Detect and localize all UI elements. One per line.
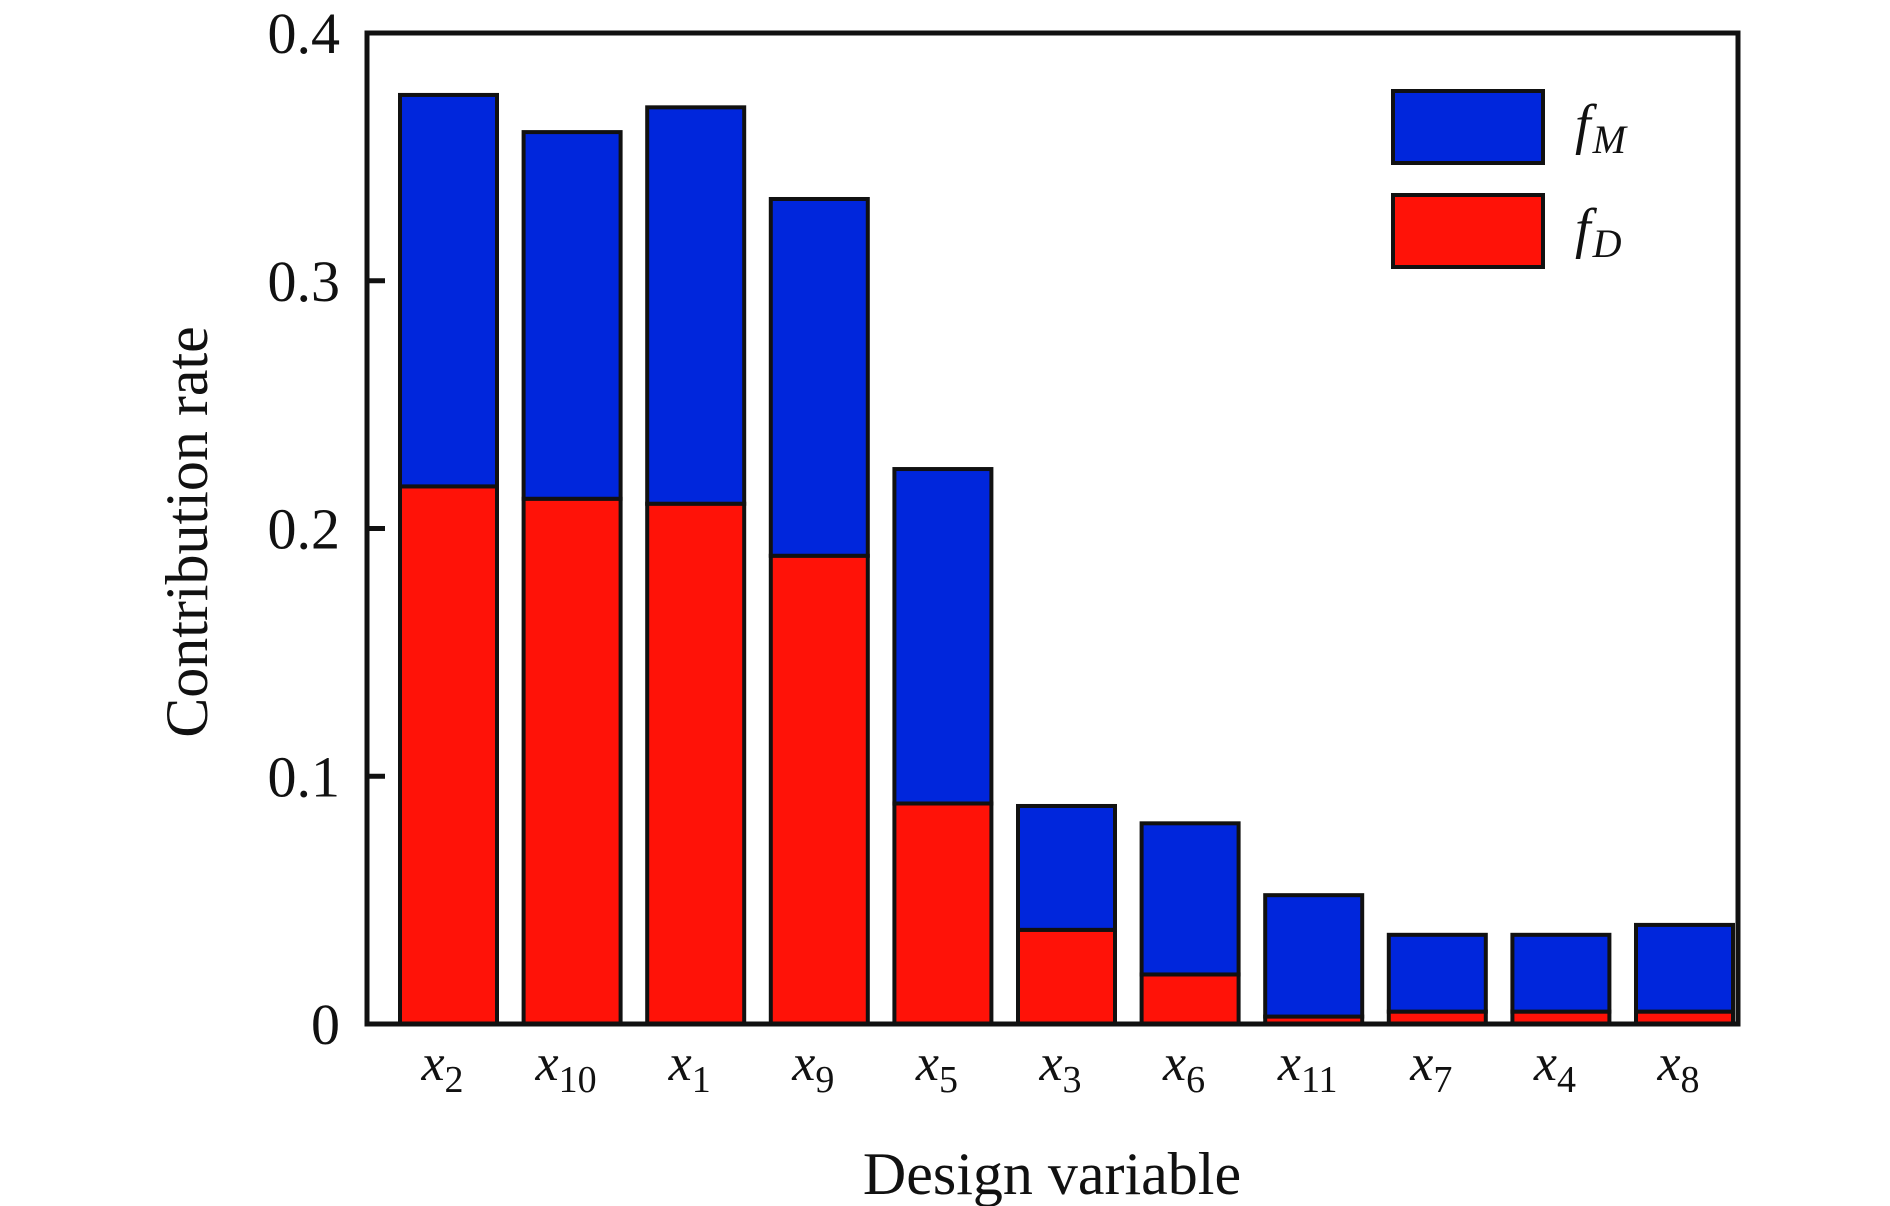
x-tick-label-subscript: 10 [559, 1059, 597, 1101]
x-tick-label-subscript: 6 [1186, 1059, 1205, 1101]
x-tick-label-base: x [1277, 1035, 1301, 1092]
x-tick-label: x6 [1162, 1035, 1205, 1101]
bar-fD-x1 [645, 501, 747, 1027]
bar-fD-x2 [398, 484, 499, 1026]
bar-fM-x10 [521, 130, 623, 501]
x-tick-label-base: x [668, 1035, 692, 1092]
x-tick-label-subscript: 9 [815, 1059, 834, 1101]
x-tick-label-subscript: 2 [445, 1059, 464, 1101]
x-tick-label-subscript: 1 [692, 1059, 711, 1101]
x-tick-label-base: x [1162, 1035, 1186, 1092]
x-tick-label: x4 [1533, 1035, 1576, 1101]
bar-fM-x8 [1634, 922, 1735, 1014]
x-tick-label-subscript: 8 [1681, 1059, 1700, 1101]
bar-fM-x3 [1016, 803, 1117, 932]
y-axis-title: Contribution rate [154, 326, 220, 738]
bar-fD-x10 [521, 496, 623, 1026]
x-tick-label-subscript: 7 [1433, 1059, 1452, 1101]
bar-fD-x3 [1016, 927, 1117, 1026]
bar-fM-x6 [1139, 821, 1241, 977]
legend: fM fD [1391, 89, 1629, 269]
y-axis: 0 0.1 0.2 0.3 0.4 [268, 1, 385, 1057]
x-tick-label-base: x [420, 1035, 444, 1092]
bar-fD-x5 [892, 801, 994, 1026]
bar-fM-x11 [1263, 893, 1365, 1019]
x-axis: x2 x10 x1 x9 x5 x3 x6 x11 x7 x4 x8 [420, 1035, 1699, 1101]
bar-fM-x9 [768, 196, 870, 558]
x-tick-label-base: x [1656, 1035, 1680, 1092]
bar-fD-x6 [1139, 972, 1241, 1027]
bar-fM-x4 [1510, 932, 1612, 1014]
bar-fM-x2 [398, 92, 499, 489]
x-tick-label-subscript: 4 [1557, 1059, 1576, 1101]
x-tick-label: x11 [1277, 1035, 1338, 1101]
y-tick-label: 0.2 [268, 497, 341, 562]
y-tick-label: 0 [311, 992, 340, 1057]
x-tick-label-base: x [1533, 1035, 1557, 1092]
x-tick-label-subscript: 11 [1301, 1059, 1338, 1101]
x-tick-label: x5 [915, 1035, 958, 1101]
x-tick-label: x3 [1038, 1035, 1081, 1101]
bars-group [398, 92, 1735, 1027]
bar-fM-x5 [892, 467, 994, 806]
legend-swatch-fD [1391, 193, 1545, 269]
legend-label-subscript: M [1592, 117, 1629, 162]
x-tick-label-base: x [535, 1035, 559, 1092]
x-tick-label-subscript: 5 [939, 1059, 958, 1101]
legend-label-subscript: D [1592, 221, 1622, 266]
bar-fM-x7 [1386, 932, 1488, 1014]
y-tick-label: 0.1 [268, 744, 341, 809]
x-tick-label-base: x [1409, 1035, 1433, 1092]
legend-label-fD: fD [1575, 198, 1622, 266]
x-tick-label-base: x [915, 1035, 939, 1092]
legend-swatch-fM [1391, 89, 1545, 165]
y-tick-label: 0.4 [268, 1, 341, 66]
y-tick-label: 0.3 [268, 249, 341, 314]
x-tick-label-base: x [1038, 1035, 1062, 1092]
x-tick-label-base: x [791, 1035, 815, 1092]
x-tick-label-subscript: 3 [1063, 1059, 1082, 1101]
x-tick-label: x8 [1656, 1035, 1699, 1101]
x-tick-label: x10 [535, 1035, 597, 1101]
x-tick-label: x2 [420, 1035, 463, 1101]
x-tick-label: x1 [668, 1035, 711, 1101]
bar-fM-x1 [645, 105, 747, 506]
x-axis-title: Design variable [863, 1141, 1241, 1206]
x-tick-label: x9 [791, 1035, 834, 1101]
legend-label-fM: fM [1575, 94, 1629, 162]
x-tick-label: x7 [1409, 1035, 1452, 1101]
bar-fD-x9 [768, 553, 870, 1026]
